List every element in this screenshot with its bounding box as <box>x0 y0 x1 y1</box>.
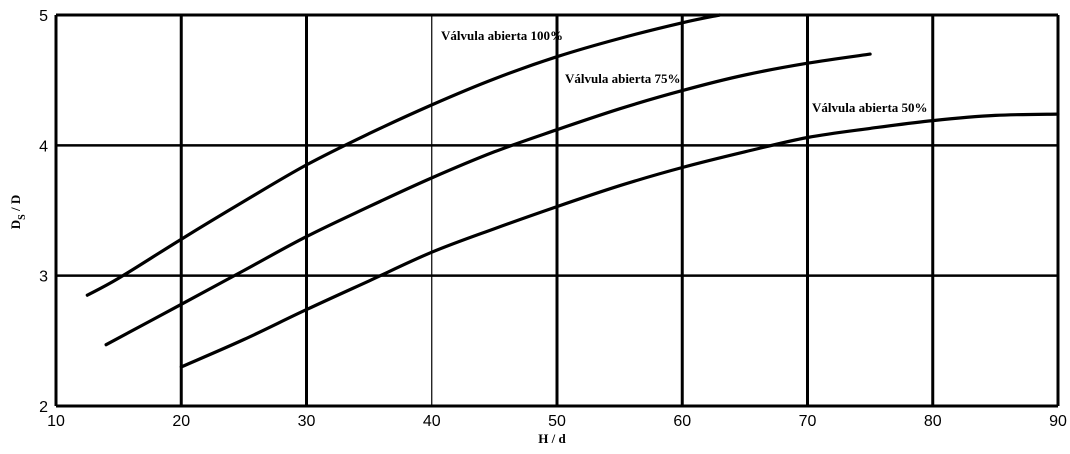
x-tick-label: 80 <box>924 413 942 430</box>
x-tick-label: 10 <box>47 413 65 430</box>
x-tick-label: 70 <box>799 413 817 430</box>
x-tick-label: 20 <box>172 413 190 430</box>
y-axis-label-rest: / D <box>8 195 23 215</box>
x-tick-label: 90 <box>1049 413 1067 430</box>
y-axis-label: DS / D <box>8 195 28 229</box>
series-label: Válvula abierta 75% <box>565 71 681 86</box>
x-axis-label: H / d <box>538 431 566 446</box>
y-axis-label-main: D <box>8 220 23 229</box>
series-lines <box>85 13 1060 369</box>
x-tick-label: 40 <box>423 413 441 430</box>
x-tick-label: 30 <box>298 413 316 430</box>
curve-labels: Válvula abierta 100% Válvula abierta 75% V… <box>441 28 928 115</box>
series-label: Válvula abierta 100% <box>441 28 563 43</box>
y-tick-label: 2 <box>39 399 48 416</box>
y-tick-label: 5 <box>39 8 48 25</box>
x-tick-label: 50 <box>548 413 566 430</box>
grid <box>54 13 1060 408</box>
y-tick-label: 4 <box>39 138 48 155</box>
tick-labels: 10 20 30 40 50 60 70 80 90 2 3 4 5 <box>39 8 1067 430</box>
series-label: Válvula abierta 50% <box>812 100 928 115</box>
series-line-3 <box>179 112 1060 369</box>
series-line-2 <box>104 52 872 347</box>
series-line-1 <box>85 13 722 297</box>
x-tick-label: 60 <box>673 413 691 430</box>
y-tick-label: 3 <box>39 269 48 286</box>
y-axis-label-sub: S <box>17 214 28 220</box>
